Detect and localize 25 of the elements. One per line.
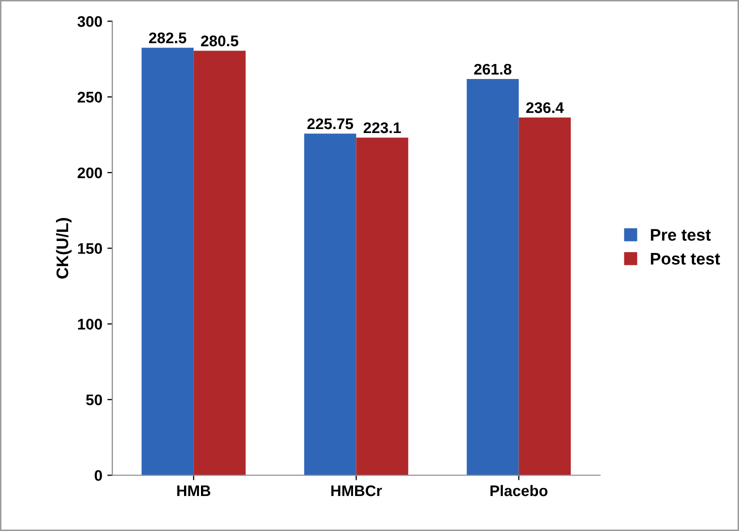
y-tick-label: 100 xyxy=(78,318,102,330)
y-tick-label: 300 xyxy=(77,16,102,27)
bar xyxy=(194,50,246,476)
x-tick-label: HMB xyxy=(177,486,210,496)
data-label: 223.1 xyxy=(364,122,401,134)
y-axis-title: CK(U/L) xyxy=(56,218,72,279)
legend-label: Pre test xyxy=(650,229,711,241)
data-label: 225.75 xyxy=(307,118,354,130)
data-label: 280.5 xyxy=(201,36,238,46)
data-label: 236.4 xyxy=(526,102,564,114)
bar xyxy=(142,48,194,476)
x-tick-label: HMBCr xyxy=(331,485,382,496)
y-tick-label: 0 xyxy=(94,470,102,481)
legend-label: Post test xyxy=(650,253,720,265)
bar xyxy=(518,117,571,476)
y-tick-label: 250 xyxy=(78,92,102,103)
bar xyxy=(356,138,408,476)
data-label: 282.5 xyxy=(149,32,186,44)
y-tick-label: 50 xyxy=(86,394,102,406)
bar xyxy=(304,134,356,476)
x-tick-label: Placebo xyxy=(490,484,548,496)
y-tick-label: 200 xyxy=(78,167,102,178)
bar xyxy=(466,79,519,476)
data-label: 261.8 xyxy=(474,64,512,75)
y-tick-label: 150 xyxy=(78,243,102,254)
